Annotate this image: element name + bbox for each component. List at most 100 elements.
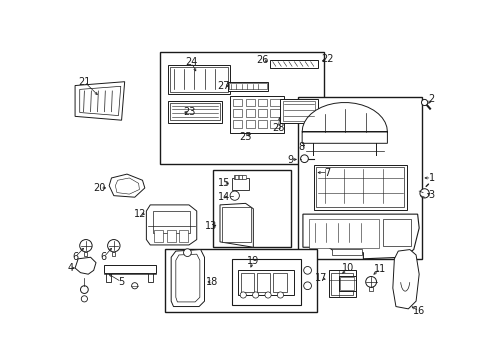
Bar	[233, 109, 242, 117]
Bar	[233, 120, 242, 128]
Text: 20: 20	[94, 183, 106, 193]
Polygon shape	[392, 249, 418, 309]
Text: 10: 10	[341, 263, 353, 273]
Bar	[229, 83, 266, 89]
Bar	[368, 287, 373, 291]
Bar	[233, 99, 242, 106]
Bar	[233, 175, 244, 180]
Bar	[179, 230, 188, 242]
Circle shape	[421, 99, 427, 105]
Circle shape	[300, 155, 308, 163]
Text: 8: 8	[298, 142, 304, 152]
Circle shape	[303, 266, 311, 274]
Text: 15: 15	[217, 178, 229, 188]
Bar	[168, 101, 222, 122]
Text: 9: 9	[287, 155, 293, 165]
Bar	[332, 249, 361, 255]
Text: 24: 24	[185, 58, 197, 67]
Text: 19: 19	[247, 256, 259, 266]
Text: 28: 28	[271, 123, 284, 133]
Bar	[148, 273, 152, 282]
Circle shape	[183, 249, 191, 256]
Bar	[227, 82, 267, 91]
Bar	[237, 270, 293, 295]
Bar	[270, 109, 279, 117]
Polygon shape	[115, 178, 139, 194]
Text: 5: 5	[118, 277, 124, 287]
Text: 18: 18	[206, 277, 218, 287]
Bar	[242, 175, 245, 180]
Bar	[106, 273, 110, 282]
Bar	[245, 120, 254, 128]
Bar	[338, 276, 355, 291]
Bar	[270, 99, 279, 106]
Bar	[312, 222, 374, 245]
Text: 6: 6	[101, 252, 106, 262]
Text: 14: 14	[217, 192, 229, 202]
Bar	[241, 274, 254, 292]
Text: 6: 6	[72, 252, 78, 262]
Polygon shape	[80, 86, 121, 116]
Bar	[230, 95, 284, 132]
Bar	[245, 109, 254, 117]
Polygon shape	[75, 257, 96, 274]
Text: 27: 27	[217, 81, 230, 91]
Circle shape	[240, 292, 246, 298]
Polygon shape	[302, 214, 418, 259]
Bar	[152, 211, 189, 233]
Text: 12: 12	[134, 209, 146, 219]
Text: 13: 13	[205, 221, 217, 231]
Circle shape	[131, 283, 138, 289]
Bar	[308, 219, 378, 248]
Bar	[103, 265, 156, 273]
Polygon shape	[171, 249, 204, 306]
Circle shape	[419, 189, 428, 198]
Circle shape	[81, 296, 87, 302]
Bar	[282, 101, 315, 121]
Text: 22: 22	[321, 54, 333, 64]
Bar	[340, 277, 353, 289]
Bar	[159, 53, 323, 164]
Text: 21: 21	[78, 77, 90, 87]
Bar	[238, 175, 241, 180]
Bar	[84, 252, 87, 256]
Bar	[258, 120, 267, 128]
Text: 7: 7	[324, 167, 330, 177]
Bar	[245, 99, 254, 106]
Text: 3: 3	[427, 190, 434, 200]
Text: 26: 26	[256, 55, 268, 65]
Bar	[231, 178, 248, 190]
Bar	[164, 249, 316, 312]
Bar	[168, 65, 230, 94]
Bar	[382, 219, 410, 246]
Circle shape	[365, 276, 376, 287]
Text: 11: 11	[373, 264, 386, 274]
Bar	[270, 120, 279, 128]
Text: 2: 2	[427, 94, 434, 104]
Bar	[328, 270, 355, 297]
Text: 25: 25	[239, 132, 251, 142]
Bar	[330, 273, 352, 295]
Circle shape	[264, 292, 270, 298]
Text: 23: 23	[183, 108, 195, 117]
Bar	[234, 175, 237, 180]
Bar	[270, 60, 318, 68]
Bar	[298, 97, 422, 259]
Bar	[257, 274, 270, 292]
Bar	[258, 99, 267, 106]
Circle shape	[81, 286, 88, 293]
Bar	[170, 67, 227, 92]
Bar	[280, 99, 317, 123]
Circle shape	[107, 239, 120, 252]
Polygon shape	[302, 103, 386, 143]
Bar	[313, 165, 406, 210]
Circle shape	[252, 292, 258, 298]
Bar	[315, 167, 404, 207]
Bar	[170, 103, 220, 120]
Text: 16: 16	[412, 306, 425, 316]
Bar	[258, 109, 267, 117]
Bar	[222, 207, 250, 242]
Bar	[166, 230, 176, 242]
Polygon shape	[176, 254, 200, 302]
Circle shape	[303, 282, 311, 289]
